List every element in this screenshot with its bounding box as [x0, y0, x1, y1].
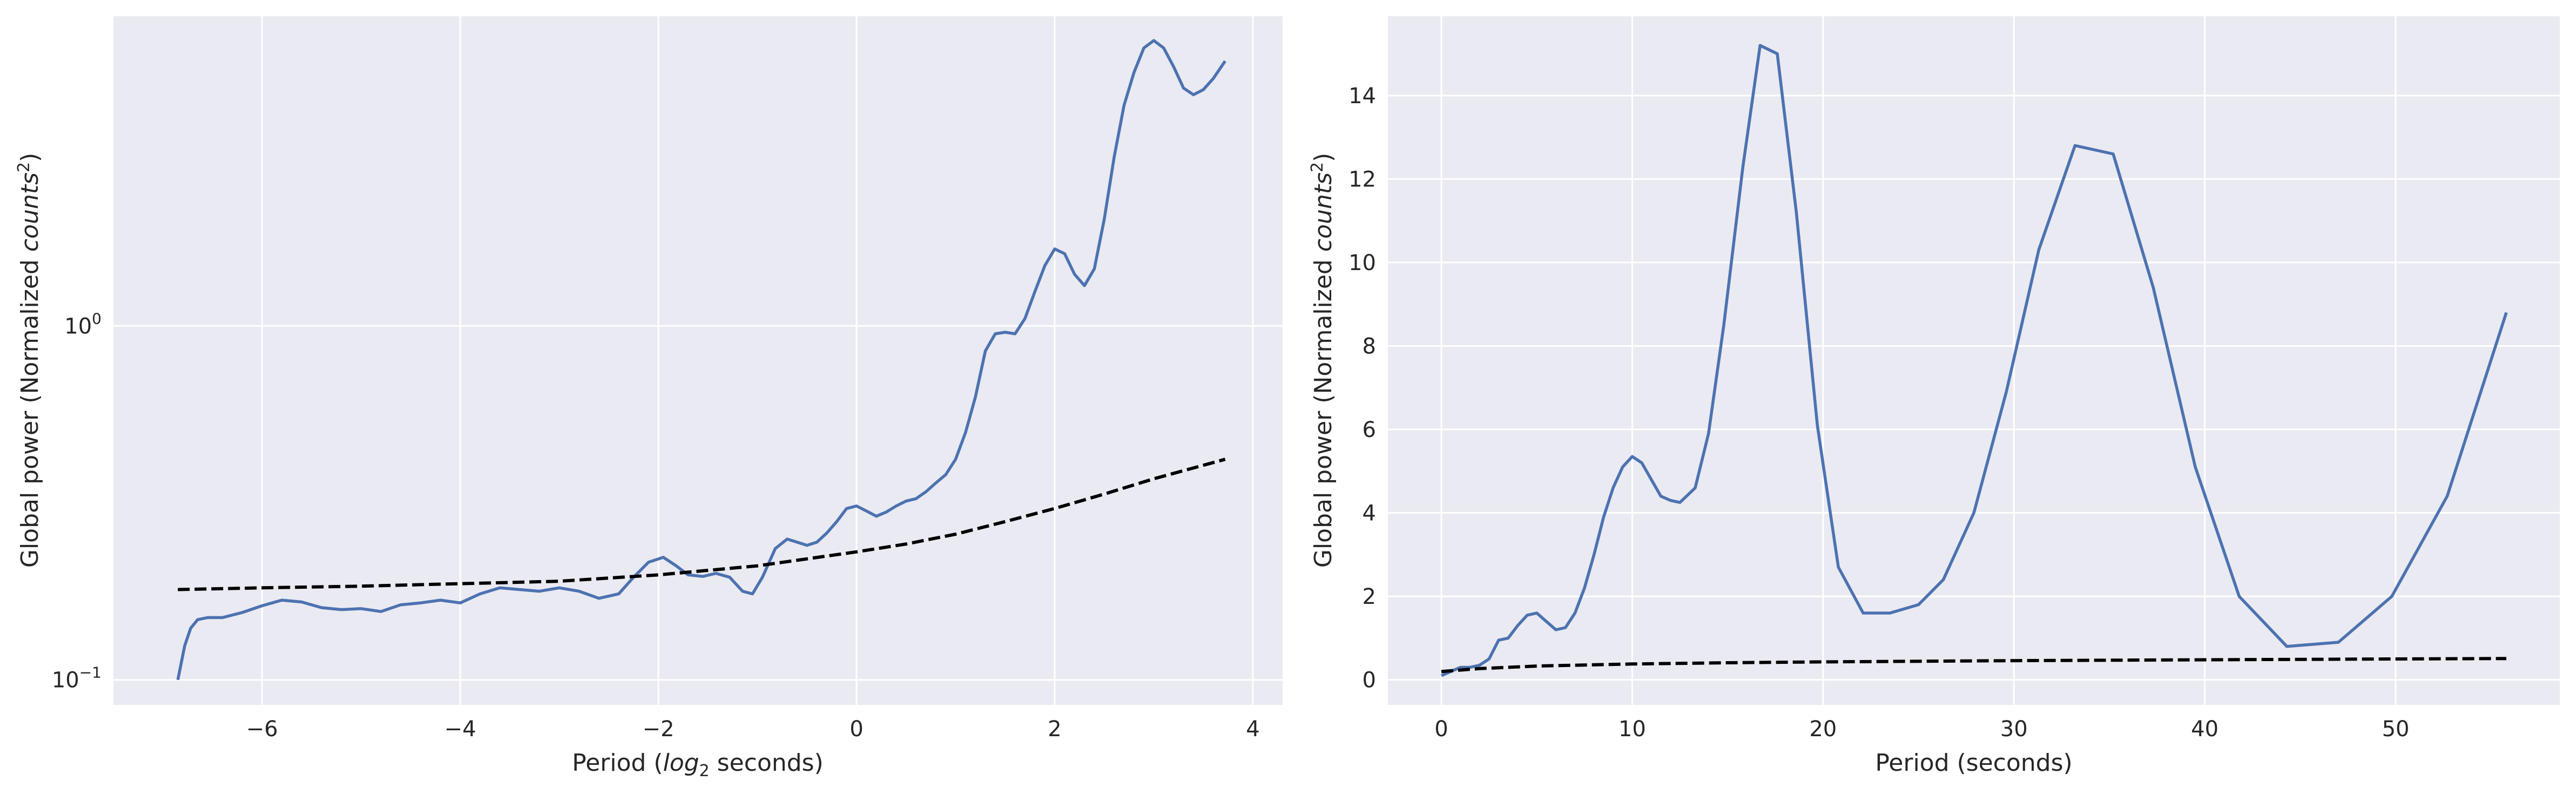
left-grid — [113, 16, 1283, 705]
left-y-axis-label-end: ) — [16, 153, 44, 162]
right-grid — [1388, 16, 2560, 705]
left-x-tick-label: −2 — [643, 717, 675, 742]
left-x-tick-label: 4 — [1246, 717, 1259, 742]
right-y-tick-label: 0 — [1363, 668, 1376, 693]
left-y-tick-label: 100 — [64, 309, 102, 339]
right-x-tick-label: 30 — [2000, 717, 2028, 742]
right-y-tick-label: 2 — [1363, 584, 1376, 609]
right-power-spectrum-line — [1440, 44, 2508, 677]
left-x-tick-label: −4 — [444, 717, 476, 742]
right-y-axis-label-word: counts — [1310, 172, 1337, 252]
left-y-tick-label: 10−1 — [52, 664, 102, 693]
right-y-tick-label: 12 — [1348, 167, 1376, 192]
left-x-tick-label: 2 — [1048, 717, 1061, 742]
left-y-axis-label-word: counts — [16, 172, 44, 252]
left-series-group — [176, 39, 1226, 681]
left-y-tick-base: 10 — [64, 314, 92, 339]
left-x-tick-label: 0 — [849, 717, 863, 742]
left-y-tick-base: 10 — [52, 668, 79, 693]
right-x-tick-label: 10 — [1619, 717, 1646, 742]
left-x-axis-label-subscript: 2 — [699, 762, 710, 780]
left-plot-area — [113, 16, 1283, 705]
left-x-axis-label-start: Period ( — [572, 749, 663, 777]
right-y-axis-label-start: Global power (Normalized — [1310, 252, 1337, 568]
right-y-axis-label: Global power (Normalized counts2) — [1308, 153, 1337, 568]
left-y-tick-exponent: 0 — [92, 309, 102, 327]
right-x-axis-label: Period (seconds) — [1875, 749, 2072, 777]
left-reference-dashed-line — [178, 457, 1226, 591]
left-x-tick-label: −6 — [246, 717, 278, 742]
left-y-axis-label-start: Global power (Normalized — [16, 252, 44, 568]
right-reference-dashed-line — [1441, 657, 2507, 674]
right-x-tick-label: 0 — [1434, 717, 1448, 742]
left-x-axis-label: Period (log2 seconds) — [572, 749, 824, 780]
right-x-tick-label: 20 — [1809, 717, 1837, 742]
right-y-tick-label: 4 — [1363, 501, 1376, 526]
right-y-tick-label: 6 — [1363, 418, 1376, 442]
right-x-tick-label: 40 — [2191, 717, 2218, 742]
right-series-group — [1440, 44, 2508, 677]
left-y-axis-label: Global power (Normalized counts2) — [15, 153, 44, 568]
right-tick-labels: 0 10 20 30 40 50 0 2 4 6 8 10 12 14 — [1348, 84, 2409, 742]
left-x-axis-label-end: seconds) — [710, 749, 824, 777]
right-y-axis-label-superscript: 2 — [1308, 162, 1327, 172]
left-power-spectrum-line — [176, 39, 1226, 681]
right-x-tick-label: 50 — [2382, 717, 2410, 742]
left-y-tick-exponent: −1 — [79, 664, 102, 682]
right-y-tick-label: 14 — [1348, 84, 1376, 109]
right-y-tick-label: 8 — [1363, 334, 1376, 359]
right-y-axis-label-end: ) — [1310, 153, 1337, 162]
right-y-tick-label: 10 — [1348, 251, 1376, 275]
left-y-axis-label-superscript: 2 — [15, 162, 33, 172]
left-x-axis-label-log: log — [663, 749, 699, 777]
